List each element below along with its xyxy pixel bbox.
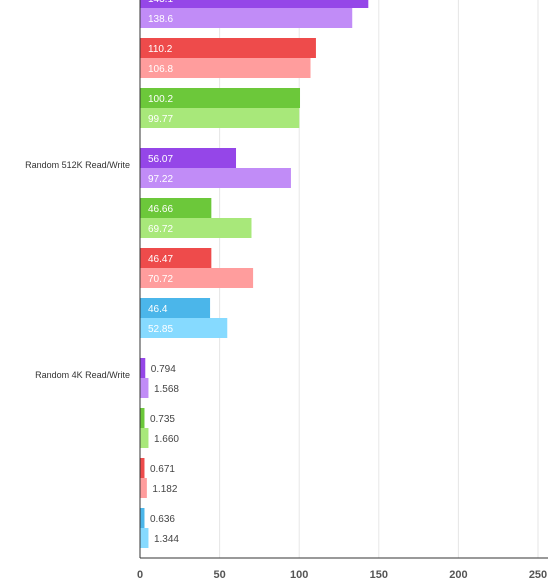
bar	[140, 378, 149, 398]
bar-value-label: 110.2	[148, 44, 173, 55]
bar-value-label: 52.85	[148, 324, 173, 335]
x-tick-label: 150	[370, 569, 388, 581]
bar	[140, 268, 254, 288]
bar	[140, 38, 316, 58]
bar-value-label: 0.671	[150, 464, 175, 475]
category-label: Random 512K Read/Write	[25, 160, 130, 170]
bar	[140, 528, 149, 548]
bar-value-label: 143.1	[148, 0, 173, 5]
bar	[140, 508, 145, 528]
bar-value-label: 46.4	[148, 304, 168, 315]
bar	[140, 318, 228, 338]
bar-value-label: 70.72	[148, 274, 173, 285]
bar	[140, 298, 211, 318]
bar-value-label: 1.660	[154, 434, 179, 445]
bar	[140, 428, 149, 448]
bar	[140, 8, 353, 28]
x-tick-label: 0	[137, 569, 143, 581]
bar	[140, 478, 147, 498]
bar-value-label: 138.6	[148, 14, 173, 25]
x-tick-label: 250	[529, 569, 547, 581]
bar	[140, 58, 311, 78]
x-tick-label: 200	[449, 569, 467, 581]
category-label: Random 4K Read/Write	[35, 370, 130, 380]
bar-value-label: 46.47	[148, 254, 173, 265]
bar	[140, 408, 145, 428]
bar	[140, 218, 252, 238]
bar-value-label: 1.344	[154, 534, 179, 545]
bar-value-label: 1.568	[154, 384, 179, 395]
bar-value-label: 1.182	[152, 484, 177, 495]
bar-value-label: 69.72	[148, 224, 173, 235]
bar-value-label: 0.636	[150, 514, 175, 525]
x-tick-label: 100	[290, 569, 308, 581]
bar	[140, 88, 301, 108]
bar-value-label: 100.2	[148, 94, 173, 105]
bar-value-label: 46.66	[148, 204, 173, 215]
bar	[140, 358, 146, 378]
bar	[140, 0, 369, 8]
bar-value-label: 97.22	[148, 174, 173, 185]
bar	[140, 148, 237, 168]
bar-value-label: 56.07	[148, 154, 173, 165]
bar-value-label: 99.77	[148, 114, 173, 125]
bar-value-label: 0.794	[151, 364, 176, 375]
bar	[140, 108, 300, 128]
bar-value-label: 0.735	[150, 414, 175, 425]
bar	[140, 168, 291, 188]
bar	[140, 458, 145, 478]
x-tick-label: 50	[213, 569, 225, 581]
bar-value-label: 106.8	[148, 64, 173, 75]
bar	[140, 198, 212, 218]
bar	[140, 248, 212, 268]
